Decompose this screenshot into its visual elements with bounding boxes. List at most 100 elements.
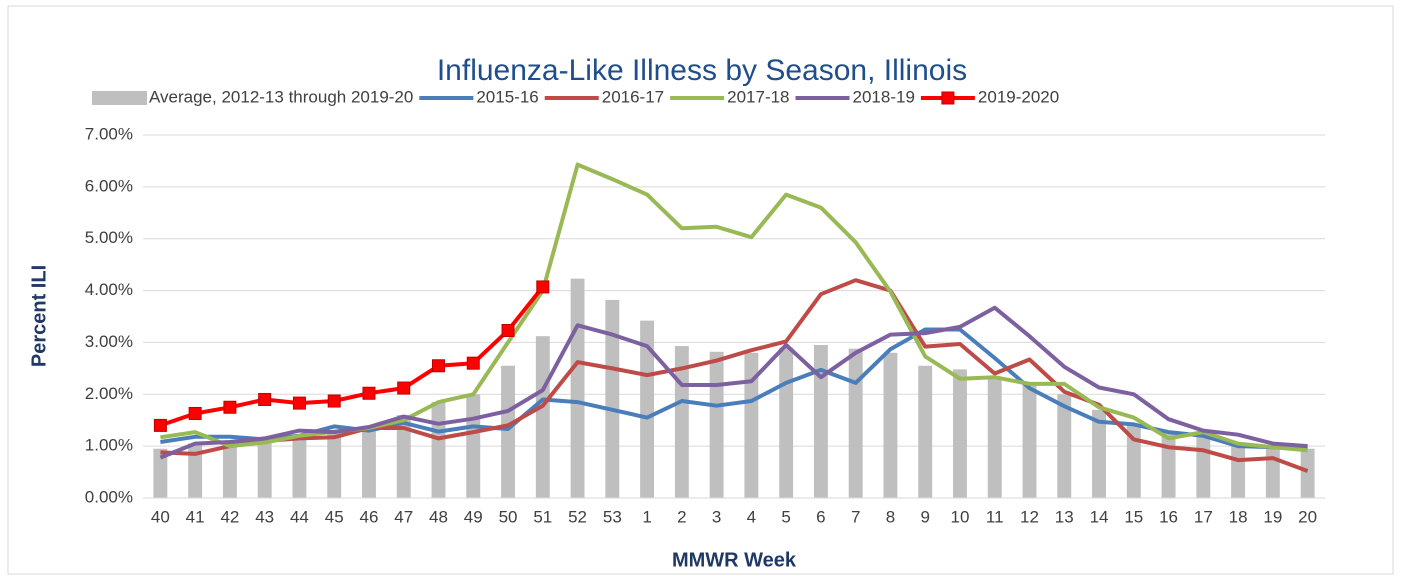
x-tick-label: 45 <box>325 507 344 526</box>
y-tick-label: 7.00% <box>85 124 133 143</box>
line <box>160 278 1309 473</box>
legend-label: 2019-2020 <box>978 87 1059 106</box>
marker <box>258 392 272 406</box>
chart-title: Influenza-Like Illness by Season, Illino… <box>437 54 967 87</box>
y-tick-label: 6.00% <box>85 176 133 195</box>
x-tick-label: 13 <box>1055 507 1074 526</box>
y-tick-label: 1.00% <box>85 436 133 455</box>
bar <box>605 299 620 498</box>
x-tick-label: 8 <box>886 507 895 526</box>
x-tick-label: 53 <box>603 507 622 526</box>
x-tick-label: 48 <box>429 507 448 526</box>
legend-swatch <box>92 91 147 105</box>
legend-label: Average, 2012-13 through 2019-20 <box>149 87 413 106</box>
marker <box>188 406 202 420</box>
x-tick-label: 51 <box>533 507 552 526</box>
bar <box>466 394 481 498</box>
bar <box>1126 425 1141 498</box>
legend-label: 2015-16 <box>476 87 538 106</box>
line <box>159 305 1308 460</box>
bar <box>744 352 759 498</box>
bar <box>953 369 967 498</box>
marker <box>536 280 550 294</box>
x-tick-label: 42 <box>220 507 239 526</box>
bar <box>918 365 933 498</box>
x-tick-label: 49 <box>464 507 483 526</box>
x-tick-label: 10 <box>951 507 970 526</box>
bar <box>883 352 898 498</box>
x-tick-label: 3 <box>712 507 721 526</box>
marker <box>327 394 341 408</box>
y-tick-label: 2.00% <box>85 384 133 403</box>
bar <box>188 443 203 498</box>
x-tick-label: 50 <box>499 507 518 526</box>
marker <box>432 359 445 373</box>
y-tick-label: 3.00% <box>85 332 133 351</box>
marker <box>362 386 376 400</box>
x-tick-label: 12 <box>1020 507 1039 526</box>
x-tick-label: 47 <box>394 507 413 526</box>
x-tick-label: 20 <box>1298 507 1317 526</box>
bar <box>1265 447 1280 498</box>
bar <box>222 443 237 498</box>
x-tick-label: 41 <box>186 507 205 526</box>
bar <box>362 427 376 498</box>
marker <box>223 400 237 414</box>
bar <box>327 433 342 498</box>
bar <box>813 345 828 498</box>
x-tick-label: 46 <box>360 507 379 526</box>
legend-label: 2018-19 <box>853 87 915 106</box>
y-tick-label: 5.00% <box>85 228 133 247</box>
legend-label: 2017-18 <box>727 87 789 106</box>
x-tick-label: 17 <box>1194 507 1213 526</box>
bar <box>292 435 307 498</box>
marker <box>397 381 411 395</box>
bar <box>640 320 655 498</box>
x-tick-label: 5 <box>781 507 790 526</box>
x-tick-label: 9 <box>920 507 929 526</box>
x-tick-label: 52 <box>568 507 587 526</box>
x-tick-label: 6 <box>816 507 825 526</box>
x-tick-label: 43 <box>255 507 274 526</box>
y-tick-label: 0.00% <box>85 487 133 506</box>
legend-label: 2016-17 <box>602 87 664 106</box>
marker <box>292 396 306 410</box>
bar <box>1231 446 1246 498</box>
bar <box>396 415 411 498</box>
marker <box>153 418 167 432</box>
x-axis-title: MMWR Week <box>672 549 797 571</box>
bar <box>709 351 724 498</box>
bar <box>1092 409 1106 498</box>
x-tick-label: 40 <box>151 507 170 526</box>
bar <box>1196 435 1211 498</box>
x-tick-label: 18 <box>1229 507 1248 526</box>
x-tick-label: 15 <box>1124 507 1143 526</box>
bar <box>848 348 863 498</box>
x-tick-label: 16 <box>1159 507 1178 526</box>
x-tick-label: 1 <box>642 507 651 526</box>
x-tick-label: 19 <box>1263 507 1282 526</box>
bar <box>779 347 794 498</box>
x-tick-label: 44 <box>290 507 309 526</box>
bar <box>257 440 272 498</box>
legend-marker <box>941 91 955 105</box>
bar <box>501 365 515 498</box>
y-axis-title: Percent ILI <box>28 265 50 367</box>
bar <box>535 336 550 498</box>
x-tick-label: 2 <box>677 507 686 526</box>
x-tick-label: 14 <box>1090 507 1109 526</box>
marker <box>501 324 515 338</box>
y-tick-label: 4.00% <box>85 280 133 299</box>
x-tick-label: 7 <box>851 507 860 526</box>
bar <box>1300 448 1315 498</box>
bar <box>153 448 168 498</box>
marker <box>466 356 480 370</box>
bar <box>570 278 585 498</box>
bar <box>431 402 446 498</box>
bar <box>987 378 1002 498</box>
x-tick-label: 11 <box>986 507 1004 526</box>
bar <box>1022 383 1037 498</box>
x-tick-label: 4 <box>747 507 756 526</box>
bar <box>1161 433 1176 498</box>
